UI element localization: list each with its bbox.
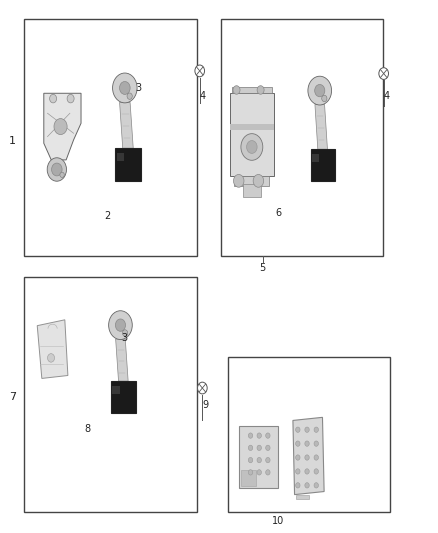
Bar <box>117 153 124 161</box>
Circle shape <box>248 470 253 475</box>
Circle shape <box>296 469 300 474</box>
Circle shape <box>248 457 253 463</box>
Text: 5: 5 <box>260 263 266 272</box>
Circle shape <box>115 319 126 332</box>
Circle shape <box>266 457 270 463</box>
Circle shape <box>257 86 264 94</box>
Circle shape <box>257 445 261 450</box>
Polygon shape <box>293 417 324 495</box>
Circle shape <box>248 445 253 450</box>
Circle shape <box>109 311 132 340</box>
Bar <box>221 19 383 256</box>
Circle shape <box>253 174 264 187</box>
Circle shape <box>266 445 270 450</box>
Text: 6: 6 <box>275 208 281 218</box>
Circle shape <box>305 455 309 460</box>
Bar <box>243 184 261 197</box>
Circle shape <box>296 427 300 432</box>
Circle shape <box>120 82 130 94</box>
Bar <box>228 357 390 512</box>
Circle shape <box>60 172 64 177</box>
Circle shape <box>241 134 263 160</box>
Text: 4: 4 <box>383 91 389 101</box>
Circle shape <box>248 433 253 438</box>
Polygon shape <box>44 93 81 160</box>
Bar <box>241 470 256 486</box>
Circle shape <box>314 455 318 460</box>
Circle shape <box>266 470 270 475</box>
Circle shape <box>379 68 389 79</box>
Circle shape <box>113 73 137 103</box>
Text: 1: 1 <box>9 136 16 146</box>
Circle shape <box>314 84 325 97</box>
Bar <box>239 426 278 488</box>
Circle shape <box>305 469 309 474</box>
Bar <box>230 93 274 176</box>
Text: 9: 9 <box>202 400 208 410</box>
Bar <box>111 381 136 413</box>
Circle shape <box>314 483 318 488</box>
Circle shape <box>305 441 309 446</box>
Circle shape <box>67 94 74 103</box>
Bar <box>232 87 272 93</box>
Text: 7: 7 <box>9 392 16 402</box>
Circle shape <box>127 93 132 99</box>
Circle shape <box>314 427 318 432</box>
Circle shape <box>266 433 270 438</box>
Circle shape <box>48 354 55 362</box>
Circle shape <box>321 95 327 102</box>
Bar <box>234 176 269 186</box>
Circle shape <box>233 86 240 94</box>
Polygon shape <box>120 102 133 148</box>
Circle shape <box>233 174 244 187</box>
Text: 10: 10 <box>272 516 284 526</box>
Circle shape <box>195 65 205 77</box>
Text: 2: 2 <box>104 211 110 221</box>
Bar <box>115 148 141 181</box>
Polygon shape <box>37 320 68 378</box>
Circle shape <box>257 433 261 438</box>
Bar <box>312 154 319 162</box>
Text: 3: 3 <box>122 334 128 343</box>
Circle shape <box>305 483 309 488</box>
Circle shape <box>314 469 318 474</box>
Circle shape <box>198 382 207 394</box>
Bar <box>113 386 120 394</box>
Polygon shape <box>315 104 328 149</box>
Bar <box>24 19 197 256</box>
Circle shape <box>314 441 318 446</box>
Circle shape <box>52 163 62 176</box>
Text: 3: 3 <box>135 83 141 93</box>
Circle shape <box>296 455 300 460</box>
Bar <box>311 149 335 181</box>
Circle shape <box>257 457 261 463</box>
Circle shape <box>247 141 257 154</box>
Circle shape <box>123 330 128 336</box>
Circle shape <box>308 76 332 105</box>
Circle shape <box>54 118 67 135</box>
Circle shape <box>296 483 300 488</box>
Polygon shape <box>116 339 128 381</box>
Circle shape <box>296 441 300 446</box>
Text: 4: 4 <box>199 91 205 101</box>
Polygon shape <box>296 495 309 499</box>
Circle shape <box>49 94 57 103</box>
Text: 8: 8 <box>85 424 91 434</box>
Circle shape <box>257 470 261 475</box>
Bar <box>24 277 197 512</box>
Circle shape <box>305 427 309 432</box>
Bar <box>230 124 274 131</box>
Circle shape <box>47 158 67 181</box>
